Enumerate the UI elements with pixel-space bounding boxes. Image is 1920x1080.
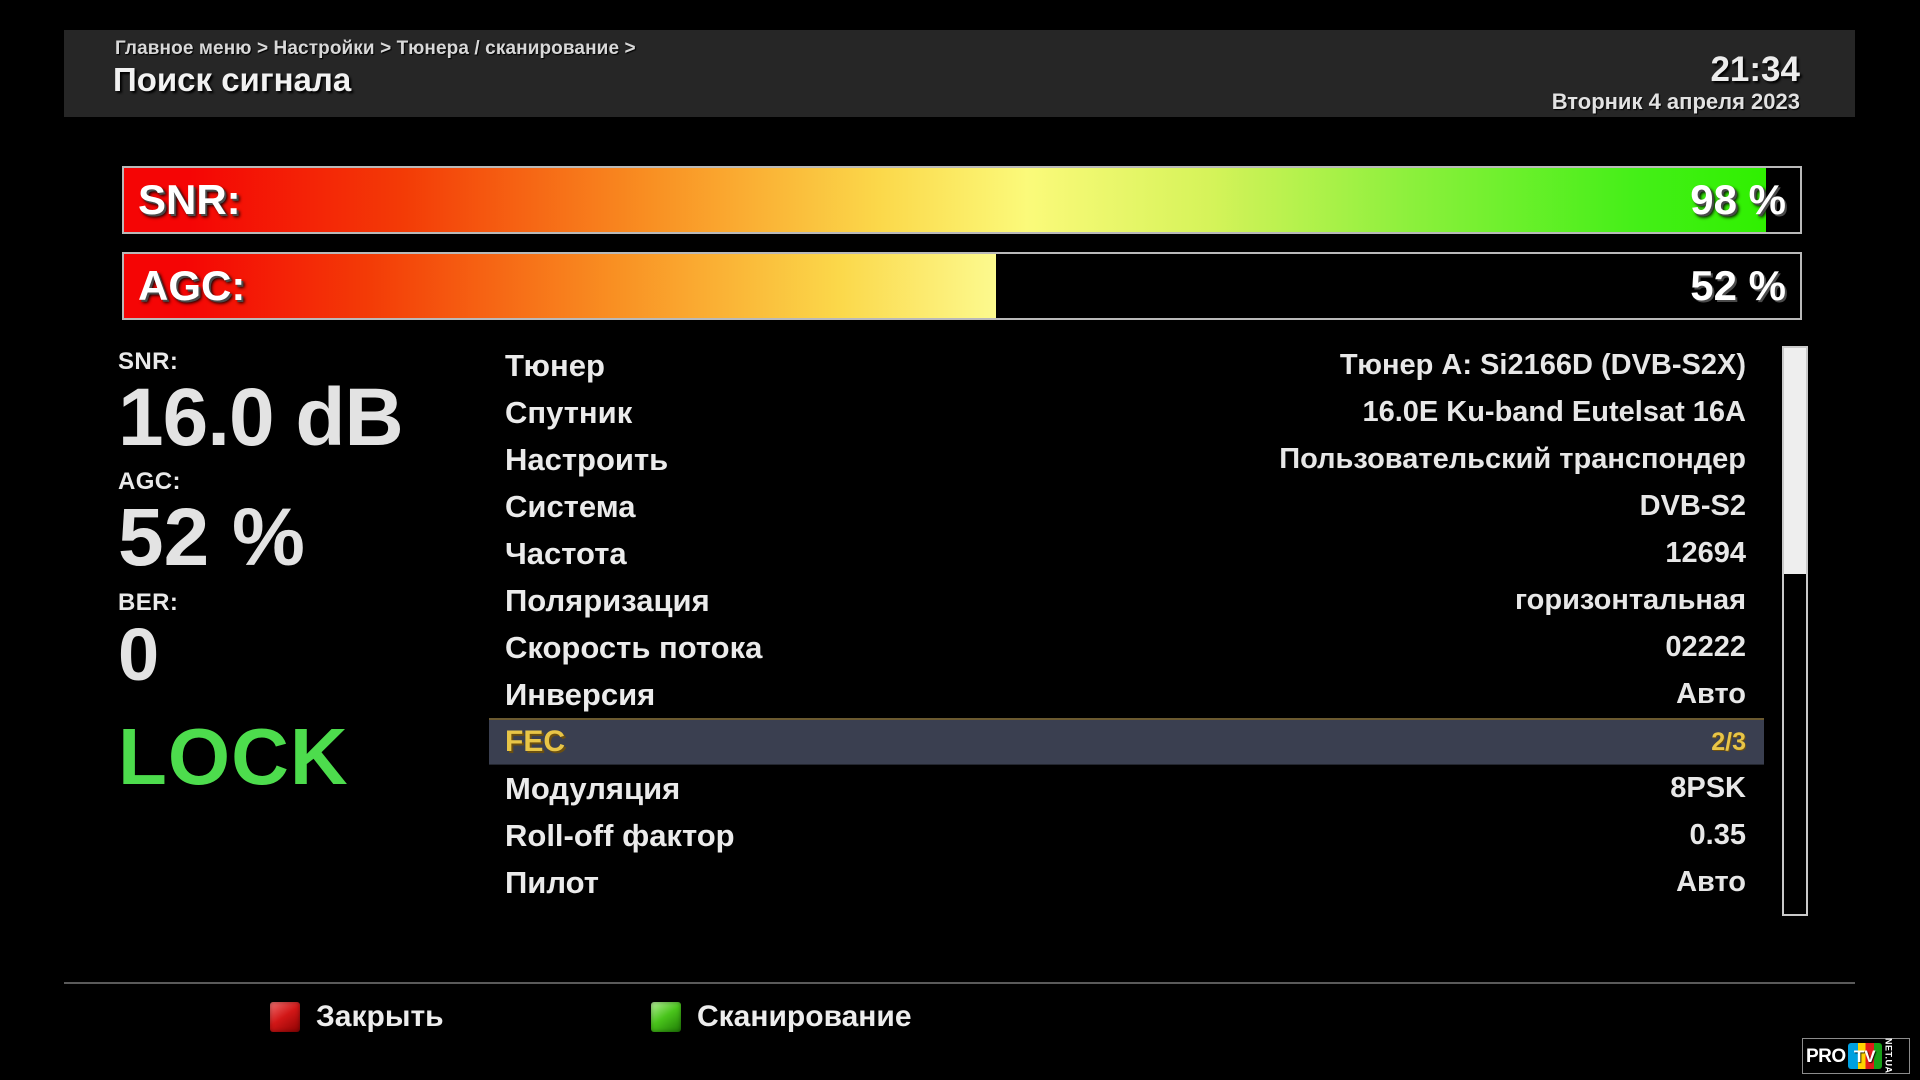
stat-snr-key: SNR:	[118, 348, 179, 375]
param-label: Поляризация	[505, 582, 710, 618]
param-label: Тюнер	[505, 347, 605, 383]
param-row-selected[interactable]: FEC 2/3	[489, 718, 1764, 765]
stat-agc-value: 52 %	[118, 492, 305, 584]
param-row[interactable]: Пилот Авто	[489, 859, 1764, 906]
clock-time: 21:34	[1710, 50, 1800, 89]
close-button[interactable]: Закрыть	[270, 1000, 444, 1034]
scan-button[interactable]: Сканирование	[651, 1000, 912, 1034]
param-value: 12694	[1665, 537, 1746, 569]
header-bar: Главное меню > Настройки > Тюнера / скан…	[64, 30, 1855, 117]
agc-meter-fill	[124, 254, 996, 318]
param-label: FEC	[505, 725, 565, 758]
lock-status-indicator: LOCK	[118, 712, 349, 802]
param-value: Пользовательский транспондер	[1279, 443, 1746, 475]
param-row[interactable]: Инверсия Авто	[489, 671, 1764, 718]
red-key-icon	[270, 1002, 300, 1032]
param-row[interactable]: Частота 12694	[489, 530, 1764, 577]
stat-agc-key: AGC:	[118, 468, 181, 496]
param-value: Тюнер A: Si2166D (DVB-S2X)	[1339, 349, 1746, 381]
watermark-pro-text: PRO	[1806, 1045, 1846, 1067]
param-label: Пилот	[505, 864, 599, 900]
watermark-net-text: NET.UA	[1883, 1038, 1894, 1074]
agc-meter-value: 52 %	[1690, 262, 1786, 309]
page-title: Поиск сигнала	[113, 61, 352, 98]
stat-snr-value: 16.0 dB	[118, 372, 404, 463]
param-value: 2/3	[1711, 727, 1746, 756]
tuner-parameter-list[interactable]: Тюнер Тюнер A: Si2166D (DVB-S2X) Спутник 16…	[489, 342, 1764, 922]
param-row[interactable]: Поляризация горизонтальная	[489, 577, 1764, 624]
footer-divider	[64, 982, 1855, 984]
breadcrumb: Главное меню > Настройки > Тюнера / скан…	[115, 38, 636, 59]
param-label: Спутник	[505, 394, 633, 430]
snr-meter-bar: SNR: 98 %	[122, 166, 1802, 234]
param-row[interactable]: Roll-off фактор 0.35	[489, 812, 1764, 859]
param-label: Скорость потока	[505, 629, 763, 665]
watermark-tv-icon: TV	[1847, 1043, 1882, 1069]
param-value: Авто	[1676, 678, 1746, 710]
scrollbar-thumb[interactable]	[1784, 348, 1806, 575]
snr-meter-fill	[124, 168, 1767, 232]
snr-meter-label: SNR:	[138, 176, 241, 223]
param-row[interactable]: Настроить Пользовательский транспондер	[489, 436, 1764, 483]
param-label: Инверсия	[505, 676, 656, 712]
param-label: Модуляция	[505, 770, 681, 806]
watermark-tv-text: TV	[1853, 1046, 1876, 1066]
protv-watermark: PRO TV NET.UA	[1802, 1038, 1910, 1074]
close-button-label: Закрыть	[316, 1000, 444, 1033]
stat-ber-value: 0	[118, 612, 160, 696]
param-row[interactable]: Спутник 16.0E Ku-band Eutelsat 16A	[489, 389, 1764, 436]
agc-meter-label: AGC:	[138, 262, 246, 309]
agc-meter-bar: AGC: 52 %	[122, 252, 1802, 320]
signal-stats-panel: SNR: 16.0 dB AGC: 52 % BER: 0 LOCK	[118, 348, 488, 797]
param-label: Частота	[505, 535, 627, 571]
param-value: 16.0E Ku-band Eutelsat 16A	[1362, 396, 1746, 428]
param-row[interactable]: Скорость потока 02222	[489, 624, 1764, 671]
snr-meter-value: 98 %	[1690, 176, 1786, 223]
param-label: Roll-off фактор	[505, 817, 735, 853]
param-value: 02222	[1665, 631, 1746, 663]
parameter-list-scrollbar[interactable]	[1782, 346, 1808, 916]
clock-date: Вторник 4 апреля 2023	[1551, 89, 1800, 114]
param-label: Система	[505, 488, 636, 524]
green-key-icon	[651, 1002, 681, 1032]
param-label: Настроить	[505, 441, 669, 477]
param-value: 0.35	[1689, 819, 1746, 851]
param-row[interactable]: Модуляция 8PSK	[489, 765, 1764, 812]
param-value: горизонтальная	[1514, 584, 1746, 616]
param-value: Авто	[1676, 866, 1746, 898]
param-row[interactable]: Тюнер Тюнер A: Si2166D (DVB-S2X)	[489, 342, 1764, 389]
stat-ber-key: BER:	[118, 588, 179, 616]
param-value: DVB-S2	[1639, 490, 1746, 522]
param-value: 8PSK	[1670, 772, 1746, 804]
param-row[interactable]: Система DVB-S2	[489, 483, 1764, 530]
scan-button-label: Сканирование	[697, 1000, 912, 1033]
